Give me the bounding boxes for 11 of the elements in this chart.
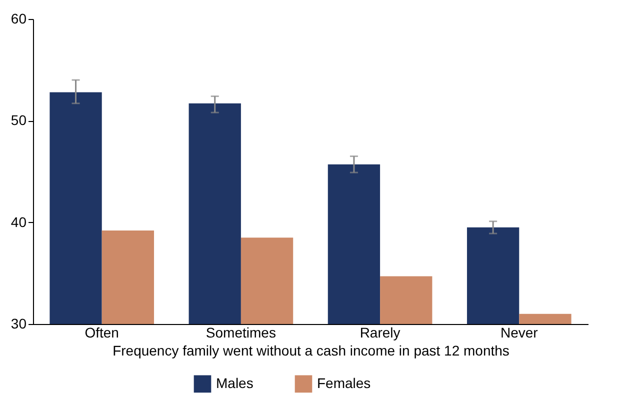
y-tick-label: 50 xyxy=(10,112,27,128)
legend-label: Males xyxy=(216,374,254,391)
x-tick-label: Rarely xyxy=(360,324,400,340)
legend-label: Females xyxy=(317,374,371,391)
x-tick-label: Sometimes xyxy=(206,324,276,340)
y-tick-label: 40 xyxy=(10,214,27,230)
x-tick-label: Never xyxy=(500,324,538,340)
y-tick-label: 30 xyxy=(10,316,27,332)
x-axis-title: Frequency family went without a cash income in past 12 months xyxy=(112,342,510,358)
y-tick-label: 60 xyxy=(10,10,27,26)
x-tick-label: Often xyxy=(84,324,119,340)
